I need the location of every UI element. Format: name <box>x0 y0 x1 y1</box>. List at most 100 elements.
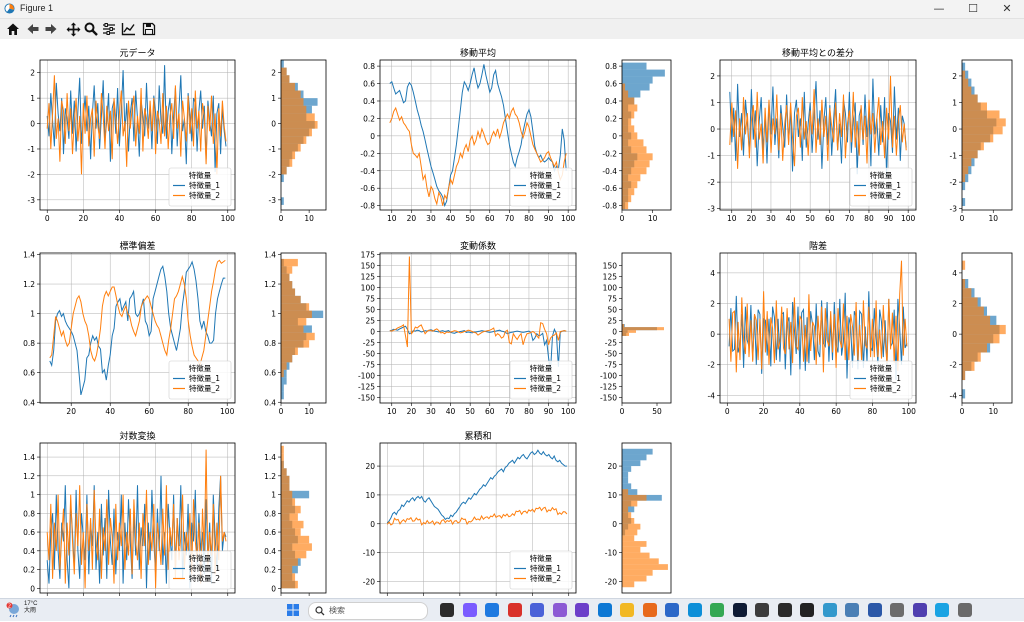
taskbar-app-icon[interactable] <box>440 603 454 617</box>
ytick-label: -3 <box>708 205 716 214</box>
ytick-label: 1.2 <box>264 472 276 481</box>
axes-frame <box>280 59 327 211</box>
ytick-label: 0 <box>612 132 617 141</box>
forward-icon[interactable] <box>42 20 60 38</box>
taskbar-app-icon[interactable] <box>597 603 612 617</box>
ytick-label: -2 <box>950 361 958 370</box>
hist-bar <box>622 139 644 147</box>
hist-bar <box>962 370 966 381</box>
taskbar-search[interactable]: 検索 <box>308 602 428 620</box>
taskbar-app-icon[interactable] <box>575 603 589 617</box>
taskbar-app-icon[interactable] <box>912 603 927 617</box>
xtick-label: 10 <box>648 214 658 223</box>
weather-widget[interactable]: 2 <box>6 602 22 622</box>
xtick-label: 100 <box>901 214 916 223</box>
taskbar-app-icon[interactable] <box>710 603 724 617</box>
back-icon[interactable] <box>24 20 42 38</box>
taskbar-app-icon[interactable] <box>755 603 769 617</box>
hist-bar <box>622 324 625 328</box>
maximize-button[interactable]: ☐ <box>968 2 978 15</box>
xtick-label: 70 <box>845 214 855 223</box>
xtick-label: 60 <box>485 407 495 416</box>
home-icon[interactable] <box>4 20 22 38</box>
ytick-label: -2 <box>950 178 958 187</box>
subplot-title: 累積和 <box>464 430 491 442</box>
ytick-label: -150 <box>600 394 617 403</box>
hist-bar <box>962 324 1006 335</box>
taskbar-app-icon[interactable] <box>642 603 657 617</box>
save-icon[interactable] <box>140 20 158 38</box>
taskbar-app-icon[interactable] <box>890 603 904 617</box>
subplot-title: 変動係数 <box>460 240 496 252</box>
configure-icon[interactable] <box>100 20 118 38</box>
ytick-label: 0.8 <box>605 62 617 71</box>
ytick-label: 125 <box>361 272 376 281</box>
legend-box <box>849 167 913 207</box>
ytick-label: -20 <box>363 577 375 586</box>
xtick-label: 40 <box>105 407 115 416</box>
taskbar-app-icon[interactable] <box>552 603 567 617</box>
xtick-label: 20 <box>79 214 89 223</box>
series-line-1 <box>389 325 567 372</box>
hist-bar <box>962 182 966 191</box>
subplot-title: 元データ <box>119 47 155 59</box>
taskbar-app-icon[interactable] <box>777 603 792 617</box>
hist-bar <box>622 569 653 576</box>
taskbar-app-icon[interactable] <box>530 603 544 617</box>
ytick-label: 0.8 <box>264 509 276 518</box>
hist-bar <box>281 105 307 114</box>
taskbar-app-icon[interactable] <box>485 603 499 617</box>
hist-bar <box>622 535 635 542</box>
hist-bar <box>281 60 284 68</box>
legend-box <box>509 550 573 590</box>
taskbar-app-icon[interactable] <box>665 603 679 617</box>
hist-bar <box>962 126 1003 135</box>
zoom-icon[interactable] <box>82 20 100 38</box>
pan-icon[interactable] <box>64 20 82 38</box>
windows-start-icon[interactable] <box>286 603 300 617</box>
taskbar-app-icon[interactable] <box>800 603 814 617</box>
subplot-4: 移動平均との差分 -3 -2 -1 0 1 2 10 20 30 40 50 60 70 80 90 100 特徴… <box>708 47 917 223</box>
ytick-label: 0 <box>271 120 276 129</box>
hist-bar <box>281 166 287 175</box>
taskbar-app-icon[interactable] <box>687 603 702 617</box>
subplot-title: 階差 <box>809 240 827 252</box>
xtick-label: 40 <box>115 214 125 223</box>
hist-bar <box>281 377 287 385</box>
legend-label: 特徴量_2 <box>530 573 561 583</box>
taskbar-app-icon[interactable] <box>822 603 837 617</box>
taskbar-app-icon[interactable] <box>935 603 949 617</box>
legend-label: 特徴量_1 <box>189 180 220 190</box>
hist-bar <box>962 334 1000 344</box>
subplot-2: 移動平均 -0.8 -0.6 -0.4 -0.2 0 0.2 0.4 0.6 0.8 10 20 30 4… <box>360 47 577 223</box>
axes-frame <box>39 442 236 594</box>
taskbar-app-icon[interactable] <box>957 603 972 617</box>
taskbar-app-icon[interactable] <box>507 603 522 617</box>
hist-bar <box>962 110 1000 119</box>
weather-condition: 大雨 <box>24 608 37 614</box>
close-button[interactable]: ✕ <box>1002 2 1012 15</box>
legend-title: 特徴量 <box>530 363 553 373</box>
taskbar-app-icon[interactable] <box>867 603 882 617</box>
hist-bar <box>281 310 312 319</box>
hist-bar <box>281 490 293 499</box>
axes-frame <box>621 442 672 594</box>
axes-edit-icon[interactable] <box>119 20 137 38</box>
taskbar-app-icon[interactable] <box>620 603 634 617</box>
ytick-label: 0.6 <box>23 369 35 378</box>
taskbar-app-icon[interactable] <box>732 603 747 617</box>
hist-bar <box>622 489 638 495</box>
minimize-button[interactable]: — <box>933 2 945 15</box>
taskbar-app-icon[interactable] <box>845 603 859 617</box>
ytick-label: 0 <box>952 330 957 339</box>
taskbar-app-icon[interactable] <box>462 603 477 617</box>
xtick-label: 30 <box>766 214 776 223</box>
hist-bar <box>622 541 647 547</box>
xtick-label: 90 <box>544 407 554 416</box>
ytick-label: 0.4 <box>264 398 276 407</box>
xtick-label: 70 <box>505 214 515 223</box>
subplot-title: 移動平均との差分 <box>782 47 854 59</box>
